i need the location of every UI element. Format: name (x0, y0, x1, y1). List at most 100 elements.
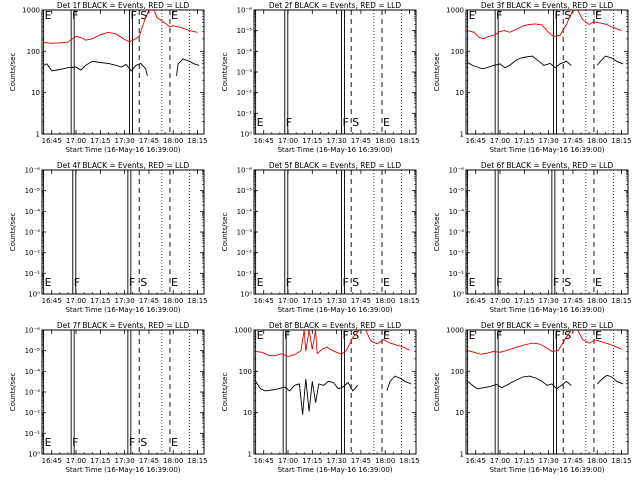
panel-title: Det 1f BLACK = Events, RED = LLD (57, 1, 190, 10)
events-series-line (255, 378, 359, 415)
x-tick-label: 18:15 (399, 137, 419, 145)
y-tick-label: 1 (248, 451, 252, 459)
events-series-line (596, 374, 624, 385)
y-tick-label: 10 (31, 89, 40, 97)
panel-title: Det 3f BLACK = Events, RED = LLD (481, 1, 614, 10)
marker-label: F (554, 329, 560, 342)
y-axis-label: Counts/sec (9, 213, 17, 252)
y-tick-label: 1 (36, 131, 40, 139)
x-tick-label: 18:00 (587, 297, 607, 305)
x-tick-label: 17:30 (327, 457, 347, 465)
marker-label: E (45, 436, 52, 449)
y-tick-label: 1 (460, 451, 464, 459)
marker-label: S (140, 436, 147, 449)
y-tick-label: 10⁻⁶ (449, 167, 465, 175)
y-tick-label: 10⁻² (449, 249, 465, 257)
panel-title: Det 7f BLACK = Events, RED = LLD (57, 321, 190, 330)
lld-series-line (467, 10, 574, 40)
events-series-line (467, 375, 572, 390)
events-series-line (467, 55, 572, 70)
x-tick-label: 17:45 (563, 297, 583, 305)
x-tick-label: 17:15 (302, 137, 322, 145)
x-tick-label: 17:45 (139, 297, 159, 305)
lld-series-line (153, 10, 198, 33)
y-tick-label: 100 (451, 368, 464, 376)
x-tick-label: 16:45 (254, 457, 274, 465)
marker-label: F (342, 329, 348, 342)
lld-series-line (467, 330, 572, 355)
x-axis-label: Start Time (16-May-16 16:39:00) (277, 466, 392, 474)
y-tick-label: 10 (455, 89, 464, 97)
marker-label: F (129, 276, 135, 289)
y-tick-label: 10⁰ (28, 291, 40, 299)
x-tick-label: 17:45 (139, 457, 159, 465)
marker-label: S (352, 116, 359, 129)
x-tick-label: 18:00 (163, 457, 183, 465)
x-tick-label: 17:15 (90, 297, 110, 305)
y-tick-label: 10⁻¹ (237, 110, 253, 118)
x-tick-label: 18:15 (187, 297, 207, 305)
detector-panel: Det 6f BLACK = Events, RED = LLD 10⁰ 10⁻¹ 1… (433, 161, 632, 314)
y-tick-label: 1000 (234, 327, 252, 335)
x-tick-label: 17:15 (514, 457, 534, 465)
marker-label: F (72, 9, 78, 22)
marker-label: E (469, 276, 476, 289)
y-tick-label: 10⁻⁵ (25, 347, 41, 355)
panel-title: Det 2f BLACK = Events, RED = LLD (269, 1, 402, 10)
plot-frame (465, 169, 629, 295)
x-tick-label: 18:00 (375, 137, 395, 145)
x-tick-label: 17:30 (539, 137, 559, 145)
x-tick-label: 17:00 (490, 137, 510, 145)
x-axis-label: Start Time (16-May-16 16:39:00) (489, 146, 604, 154)
y-tick-label: 10⁻⁵ (449, 187, 465, 195)
panel-title: Det 4f BLACK = Events, RED = LLD (57, 161, 190, 170)
marker-label: S (352, 329, 359, 342)
detector-panel: Det 5f BLACK = Events, RED = LLD 10⁰ 10⁻¹ 1… (221, 161, 420, 314)
marker-label: F (496, 329, 502, 342)
marker-label: E (383, 116, 390, 129)
x-axis-label: Start Time (16-May-16 16:39:00) (277, 146, 392, 154)
y-tick-label: 1 (460, 131, 464, 139)
plot-frame (465, 9, 629, 135)
y-tick-label: 100 (239, 368, 252, 376)
y-tick-label: 10⁻³ (237, 229, 253, 237)
plot-frame (41, 9, 205, 135)
x-tick-label: 17:45 (563, 457, 583, 465)
marker-label: F (554, 9, 560, 22)
detector-panel: Det 8f BLACK = Events, RED = LLD 1 10 100 10… (221, 321, 420, 474)
y-tick-label: 10 (455, 409, 464, 417)
plot-frame (253, 9, 417, 135)
y-tick-label: 1000 (446, 327, 464, 335)
x-tick-label: 16:45 (466, 137, 486, 145)
x-tick-label: 16:45 (466, 297, 486, 305)
marker-label: S (352, 276, 359, 289)
y-tick-label: 10⁻⁶ (237, 167, 253, 175)
marker-label: E (383, 329, 390, 342)
marker-label: F (342, 276, 348, 289)
y-tick-label: 10⁻³ (25, 229, 41, 237)
x-tick-label: 17:30 (115, 297, 135, 305)
marker-label: E (171, 276, 178, 289)
x-axis-label: Start Time (16-May-16 16:39:00) (489, 466, 604, 474)
marker-label: F (553, 276, 559, 289)
x-tick-label: 18:15 (611, 457, 631, 465)
marker-label: E (257, 276, 264, 289)
panel-title: Det 8f BLACK = Events, RED = LLD (269, 321, 402, 330)
x-tick-label: 17:15 (90, 457, 110, 465)
marker-label: E (595, 9, 602, 22)
y-axis-label: Counts/sec (433, 373, 441, 412)
x-tick-label: 16:45 (42, 457, 62, 465)
y-tick-label: 10⁰ (240, 291, 252, 299)
x-tick-label: 18:15 (611, 137, 631, 145)
y-tick-label: 10⁰ (28, 451, 40, 459)
y-axis-label: Counts/sec (221, 373, 229, 412)
x-tick-label: 18:00 (163, 297, 183, 305)
x-tick-label: 17:00 (278, 297, 298, 305)
x-axis-label: Start Time (16-May-16 16:39:00) (65, 146, 180, 154)
y-axis-label: Counts/sec (221, 53, 229, 92)
marker-label: E (383, 276, 390, 289)
x-tick-label: 17:15 (514, 297, 534, 305)
y-axis-label: Counts/sec (221, 213, 229, 252)
y-tick-label: 10⁻⁴ (237, 208, 253, 216)
x-tick-label: 17:45 (351, 457, 371, 465)
